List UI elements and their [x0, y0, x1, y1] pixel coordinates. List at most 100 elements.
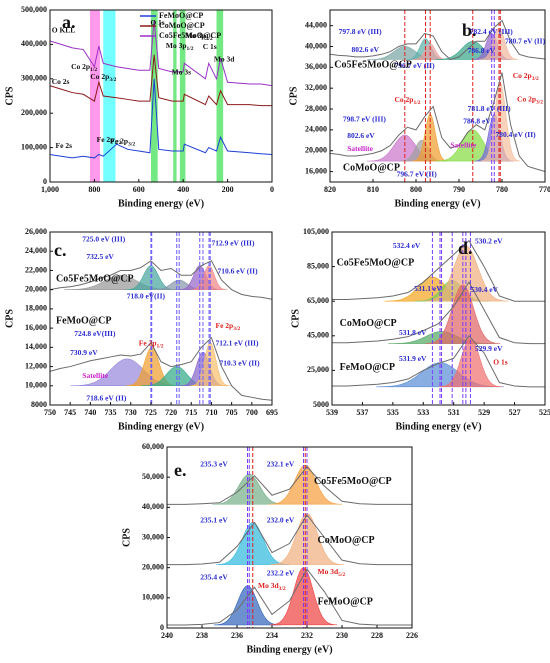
highlight-band — [103, 10, 116, 182]
spectrum-line — [50, 260, 272, 300]
y-tick-label: 40,000 — [142, 502, 164, 511]
annotation-text: 235.4 eV — [200, 572, 228, 581]
y-tick-label: 28,000 — [305, 104, 327, 113]
x-tick-label: 800 — [88, 185, 100, 194]
spectrum-line — [330, 19, 545, 61]
spectrum-line — [167, 465, 412, 505]
y-tick-label: 20,000 — [305, 146, 327, 155]
annotation: Co 2p3/2 — [90, 72, 116, 84]
y-tick-label: 24,000 — [305, 125, 327, 134]
x-tick-label: 539 — [326, 408, 338, 417]
panel: 750 745 740 735 730 725 720 715 710 705 700 695 8000… — [4, 227, 278, 432]
annotation-text: O 1s — [493, 357, 507, 366]
y-tick-label: 14,000 — [25, 342, 47, 351]
annotation-text: 235.1 eV — [200, 515, 228, 524]
annotation-text: Fe 2p — [97, 135, 115, 144]
x-tick-label: 537 — [356, 408, 368, 417]
spectrum-line — [50, 54, 272, 107]
sample-label: Co5Fe5MoO@CP — [314, 476, 392, 487]
annotation: Co 2p3/2 — [517, 94, 543, 106]
annotation-text: 532.4 eV — [393, 241, 421, 250]
annotation-subscript: 1/2 — [157, 344, 164, 350]
annotation-subscript: 1/2 — [413, 100, 420, 106]
y-axis-title: CPS — [290, 309, 301, 328]
plot-area — [50, 232, 272, 405]
annotation-text: 796.7 eV (II) — [397, 169, 438, 178]
x-tick-label: 1,000 — [41, 185, 59, 194]
annotation: 531.8 eV — [399, 328, 427, 337]
annotation: Mo 3p3/2 — [185, 31, 213, 43]
annotation-text: 529.9 eV — [475, 343, 503, 352]
y-tick-label: 22,000 — [25, 265, 47, 274]
annotation-text: 712.9 eV (III) — [211, 238, 254, 247]
annotation-text: 531.8 eV — [399, 328, 427, 337]
annotation-text: 780.7 eV (II) — [505, 36, 546, 45]
annotation: 235.3 eV — [200, 459, 228, 468]
annotation-text: 232.1 eV — [267, 459, 295, 468]
sample-label: CoMoO@CP — [318, 535, 375, 546]
x-tick-label: 228 — [371, 631, 383, 640]
annotation-text: 718.0 eV(II) — [127, 291, 166, 300]
y-tick-label: 32,000 — [305, 83, 327, 92]
spectrum-line — [332, 239, 545, 302]
annotation: Satellite — [82, 371, 108, 380]
annotation: O KLL — [52, 25, 76, 34]
annotation-text: 780.4 eV (II) — [496, 130, 537, 139]
highlight-band — [89, 10, 100, 182]
annotation-text: 802.6 eV — [347, 131, 375, 140]
y-tick-label: 5000 — [313, 400, 329, 409]
annotation-text: 712.1 eV (III) — [215, 338, 258, 347]
y-tick-label: 200,000 — [21, 108, 47, 117]
highlight-band — [151, 10, 158, 182]
annotation-subscript: 3/2 — [128, 142, 135, 148]
annotation-text: 786.8 eV — [468, 46, 496, 55]
x-tick-label: 0 — [270, 185, 274, 194]
plot-area — [50, 10, 272, 182]
annotation: C 1s — [203, 42, 217, 51]
y-tick-label: 20,000 — [142, 562, 164, 571]
annotation-text: Co 2p — [90, 72, 109, 81]
y-tick-label: 10,000 — [25, 381, 47, 390]
annotation-text: 730.9 eV — [70, 348, 98, 357]
annotation: 724.8 eV(III) — [74, 329, 116, 338]
y-tick-label: 18,000 — [25, 304, 47, 313]
annotation: 796.7 eV (II) — [397, 169, 438, 178]
x-tick-label: 240 — [161, 631, 173, 640]
annotation: 725.0 eV (III) — [82, 234, 125, 243]
annotation-subscript: 3/2 — [206, 36, 213, 42]
annotation: 529.9 eV — [475, 343, 503, 352]
annotation: Mo 3d — [214, 54, 235, 63]
annotation: 531.1 eV — [414, 284, 442, 293]
annotation: 780.7 eV (II) — [505, 36, 546, 45]
annotation-text: 797.8 eV (III) — [339, 27, 382, 36]
x-tick-label: 527 — [509, 408, 521, 417]
annotation: 786.8 eV — [463, 116, 491, 125]
plot-area — [167, 447, 412, 628]
plot-frame — [49, 9, 273, 183]
annotation: 730.9 eV — [70, 348, 98, 357]
y-tick-label: 10,000 — [142, 593, 164, 602]
annotation: Fe 2p3/2 — [215, 321, 240, 333]
x-tick-label: 525 — [539, 408, 550, 417]
x-tick-label: 600 — [133, 185, 145, 194]
annotation-subscript: 1/2 — [114, 140, 121, 146]
plot-frame — [49, 231, 273, 406]
x-tick-label: 790 — [453, 185, 465, 194]
panel: 240 238 236 234 232 230 228 226 0 10,000 20,000 30,… — [121, 442, 418, 655]
annotation-text: O KLL — [52, 25, 76, 34]
x-tick-label: 400 — [177, 185, 189, 194]
annotation: 802.6 eV — [347, 131, 375, 140]
x-tick-label: 232 — [301, 631, 313, 640]
plot-frame — [329, 9, 546, 183]
x-tick-label: 730 — [125, 408, 137, 417]
sample-label: Co5Fe5MoO@CP — [334, 60, 412, 71]
annotation: Fe 2s — [56, 141, 73, 150]
x-axis-title: Binding energy (eV) — [118, 421, 204, 432]
annotation-text: Co 2p — [71, 61, 90, 70]
annotation: 712.9 eV (III) — [211, 238, 254, 247]
annotation-subscript: 1/2 — [90, 67, 97, 73]
annotation: Co 2s — [52, 77, 70, 86]
x-tick-label: 695 — [266, 408, 278, 417]
y-tick-label: 8000 — [31, 400, 47, 409]
annotation: Mo 3d5/2 — [318, 567, 346, 579]
